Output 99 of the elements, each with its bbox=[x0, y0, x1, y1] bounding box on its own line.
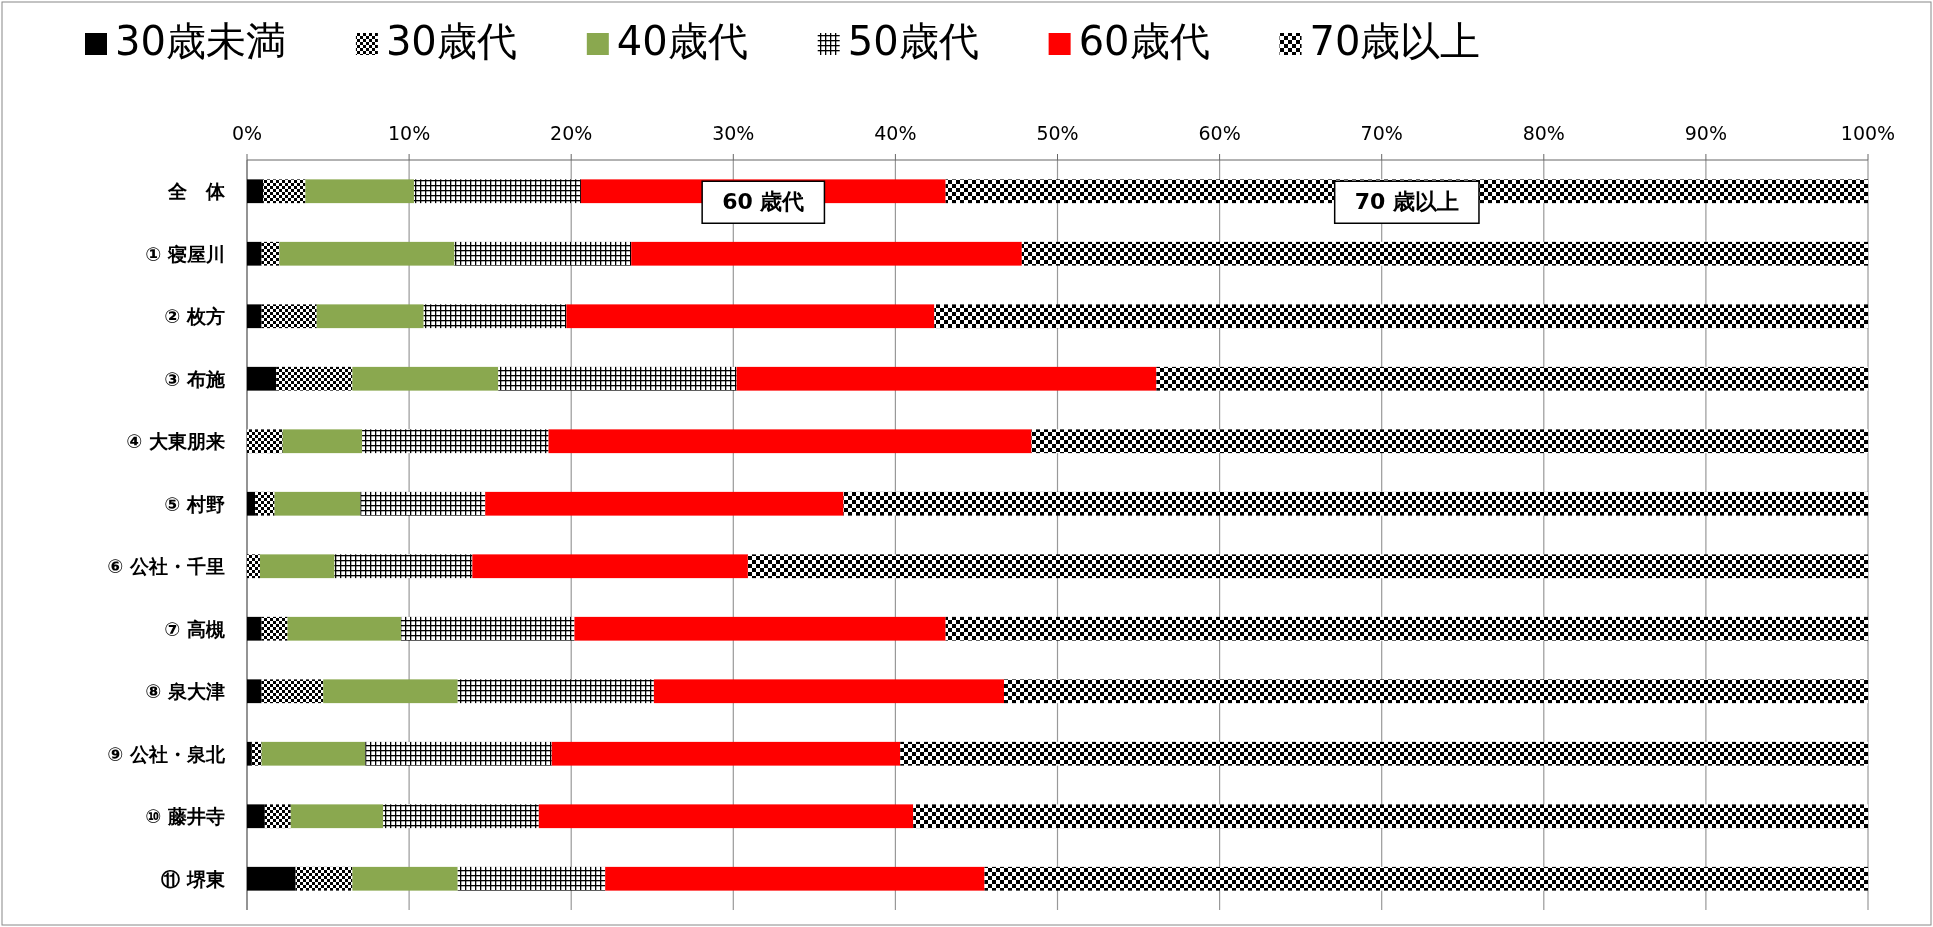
y-tick-label: ⑦ 高槻 bbox=[164, 617, 225, 640]
bar bbox=[247, 491, 256, 516]
bar bbox=[276, 366, 353, 391]
y-tick-label: ③ 布施 bbox=[164, 367, 226, 390]
bar bbox=[736, 366, 1157, 391]
bar bbox=[934, 304, 1868, 329]
legend-label: 30歳未満 bbox=[115, 18, 286, 64]
bar bbox=[259, 554, 335, 579]
bar bbox=[290, 804, 384, 829]
x-tick-label: 10% bbox=[387, 122, 431, 144]
bar bbox=[365, 741, 552, 766]
bar bbox=[316, 304, 424, 329]
y-tick-label: ⑤ 村野 bbox=[164, 492, 225, 515]
bar bbox=[538, 804, 914, 829]
bar bbox=[485, 491, 844, 516]
legend-label: 70歳以上 bbox=[1309, 18, 1481, 64]
y-tick-label: ② 枚方 bbox=[164, 305, 225, 328]
bar bbox=[352, 866, 458, 891]
x-tick-label: 40% bbox=[874, 122, 917, 144]
bar bbox=[498, 366, 737, 391]
bar bbox=[401, 616, 575, 641]
y-tick-label: ① 寝屋川 bbox=[145, 242, 225, 265]
bar bbox=[287, 616, 401, 641]
bar bbox=[305, 179, 414, 204]
bar bbox=[423, 304, 567, 329]
legend-label: 40歳代 bbox=[616, 18, 748, 64]
bar bbox=[574, 616, 946, 641]
bar bbox=[605, 866, 985, 891]
y-tick-label: ⑨ 公社・泉北 bbox=[107, 742, 226, 765]
annotation: 60 歳代 bbox=[722, 189, 805, 215]
bar bbox=[843, 491, 1868, 516]
bar bbox=[247, 241, 262, 266]
bar bbox=[457, 866, 606, 891]
y-tick-label: 全 体 bbox=[167, 180, 226, 203]
x-tick-label: 30% bbox=[712, 122, 755, 144]
bar bbox=[295, 866, 353, 891]
bar bbox=[653, 679, 1005, 704]
bar bbox=[261, 679, 324, 704]
bar bbox=[264, 804, 291, 829]
bar bbox=[548, 429, 1032, 454]
bar bbox=[247, 679, 262, 704]
x-tick-label: 0% bbox=[231, 122, 263, 144]
bar bbox=[413, 179, 581, 204]
bar bbox=[247, 366, 277, 391]
bar bbox=[247, 304, 262, 329]
bar bbox=[261, 304, 317, 329]
bar bbox=[900, 741, 1868, 766]
bar bbox=[457, 679, 654, 704]
bar bbox=[472, 554, 748, 579]
bar bbox=[631, 241, 1022, 266]
bar bbox=[323, 679, 458, 704]
y-tick-label: ④ 大東朋来 bbox=[126, 430, 225, 453]
bar bbox=[362, 429, 549, 454]
bar bbox=[360, 491, 486, 516]
y-tick-label: ⑪ 堺東 bbox=[161, 867, 226, 890]
x-tick-label: 50% bbox=[1036, 122, 1079, 144]
bar bbox=[282, 429, 363, 454]
bar bbox=[261, 241, 280, 266]
x-tick-label: 90% bbox=[1684, 122, 1728, 144]
bar bbox=[247, 554, 260, 579]
bar bbox=[566, 304, 935, 329]
bar bbox=[352, 366, 499, 391]
x-tick-label: 20% bbox=[550, 122, 593, 144]
bar bbox=[247, 429, 283, 454]
bar bbox=[1021, 241, 1868, 266]
bar bbox=[984, 866, 1868, 891]
legend-label: 50歳代 bbox=[847, 18, 979, 64]
bar bbox=[1031, 429, 1868, 454]
bar bbox=[1156, 366, 1868, 391]
bar bbox=[247, 741, 252, 766]
bar bbox=[247, 866, 296, 891]
x-tick-label: 60% bbox=[1198, 122, 1241, 144]
bar bbox=[945, 616, 1868, 641]
bar bbox=[255, 491, 275, 516]
legend-label: 30歳代 bbox=[385, 18, 517, 64]
y-tick-label: ⑧ 泉大津 bbox=[145, 680, 225, 703]
y-tick-label: ⑩ 藤井寺 bbox=[145, 805, 225, 828]
bar bbox=[247, 804, 265, 829]
bar bbox=[279, 241, 455, 266]
bar bbox=[251, 741, 262, 766]
bar bbox=[551, 741, 901, 766]
bar bbox=[747, 554, 1868, 579]
x-tick-label: 70% bbox=[1360, 122, 1403, 144]
x-tick-label: 100% bbox=[1840, 122, 1896, 144]
bar bbox=[383, 804, 539, 829]
bar bbox=[274, 491, 361, 516]
bar bbox=[247, 616, 262, 641]
annotation: 70 歳以上 bbox=[1354, 189, 1459, 215]
bar bbox=[913, 804, 1868, 829]
bar bbox=[261, 741, 366, 766]
bar bbox=[1004, 679, 1868, 704]
bar bbox=[334, 554, 473, 579]
bar bbox=[247, 179, 264, 204]
bar bbox=[263, 179, 306, 204]
bar bbox=[454, 241, 632, 266]
x-tick-label: 80% bbox=[1522, 122, 1565, 144]
legend-label: 60歳代 bbox=[1078, 18, 1210, 64]
y-tick-label: ⑥ 公社・千里 bbox=[107, 555, 225, 578]
bar bbox=[261, 616, 288, 641]
